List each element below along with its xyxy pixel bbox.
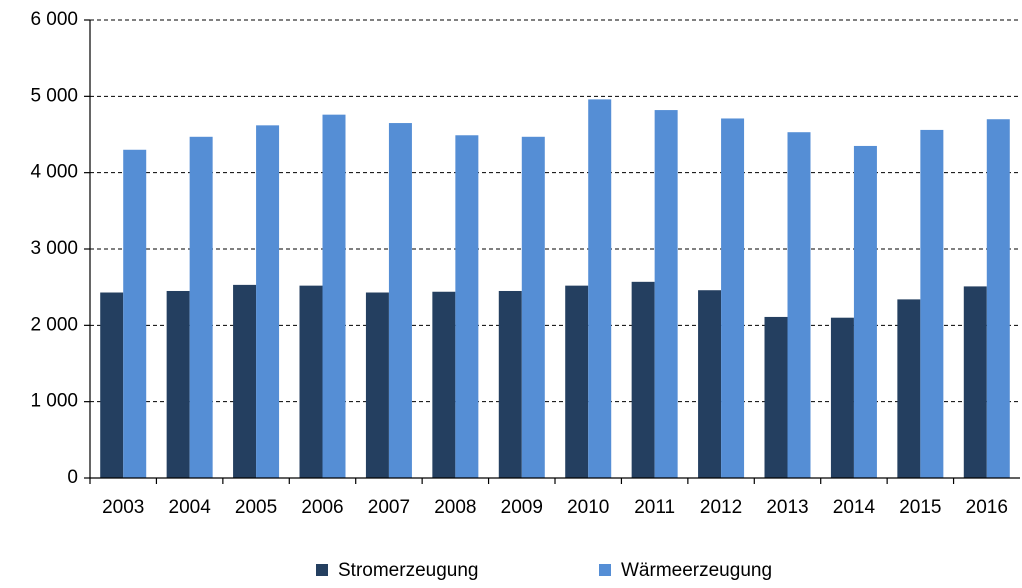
- bar: [388, 123, 412, 479]
- bar: [299, 285, 323, 478]
- bar: [100, 292, 124, 478]
- y-tick-label: 3 000: [30, 238, 78, 259]
- x-tick-label: 2013: [766, 497, 808, 518]
- x-tick-label: 2008: [434, 497, 476, 518]
- x-tick-label: 2004: [169, 497, 212, 518]
- x-tick-label: 2009: [501, 497, 543, 518]
- bar: [853, 145, 877, 478]
- bar: [256, 125, 280, 478]
- bar: [830, 317, 854, 478]
- legend-label: Wärmeerzeugung: [621, 560, 772, 581]
- bar: [565, 285, 589, 478]
- legend-swatch: [316, 564, 328, 576]
- bar: [233, 284, 257, 478]
- y-tick-label: 2 000: [30, 314, 78, 335]
- y-tick-label: 1 000: [30, 391, 78, 412]
- y-tick-label: 0: [67, 467, 78, 488]
- bar: [787, 132, 811, 478]
- bar: [365, 292, 389, 478]
- x-tick-label: 2012: [700, 497, 742, 518]
- legend-swatch: [599, 564, 611, 576]
- bar: [986, 119, 1010, 478]
- x-tick-label: 2016: [966, 497, 1008, 518]
- x-tick-label: 2010: [567, 497, 609, 518]
- x-tick-label: 2007: [368, 497, 410, 518]
- y-tick-label: 4 000: [30, 162, 78, 183]
- bar: [588, 99, 612, 479]
- bar: [189, 136, 213, 479]
- bar: [631, 281, 655, 478]
- bar: [698, 290, 722, 478]
- bar: [521, 136, 545, 479]
- bar: [322, 114, 346, 479]
- x-tick-label: 2006: [301, 497, 343, 518]
- legend-label: Stromerzeugung: [338, 560, 478, 581]
- x-tick-label: 2011: [634, 497, 675, 518]
- bar: [721, 118, 745, 478]
- bar: [897, 299, 921, 478]
- y-tick-label: 5 000: [30, 85, 78, 106]
- bar: [764, 316, 788, 478]
- x-tick-label: 2005: [235, 497, 277, 518]
- bar: [166, 290, 190, 478]
- bar: [455, 135, 479, 478]
- y-tick-label: 6 000: [30, 9, 78, 30]
- bar: [432, 291, 456, 478]
- bar: [920, 129, 944, 479]
- bar: [963, 286, 987, 478]
- x-tick-label: 2015: [899, 497, 941, 518]
- bar: [654, 110, 678, 478]
- x-tick-label: 2003: [102, 497, 144, 518]
- bar: [498, 290, 522, 478]
- x-tick-label: 2014: [833, 497, 876, 518]
- bar: [123, 149, 147, 478]
